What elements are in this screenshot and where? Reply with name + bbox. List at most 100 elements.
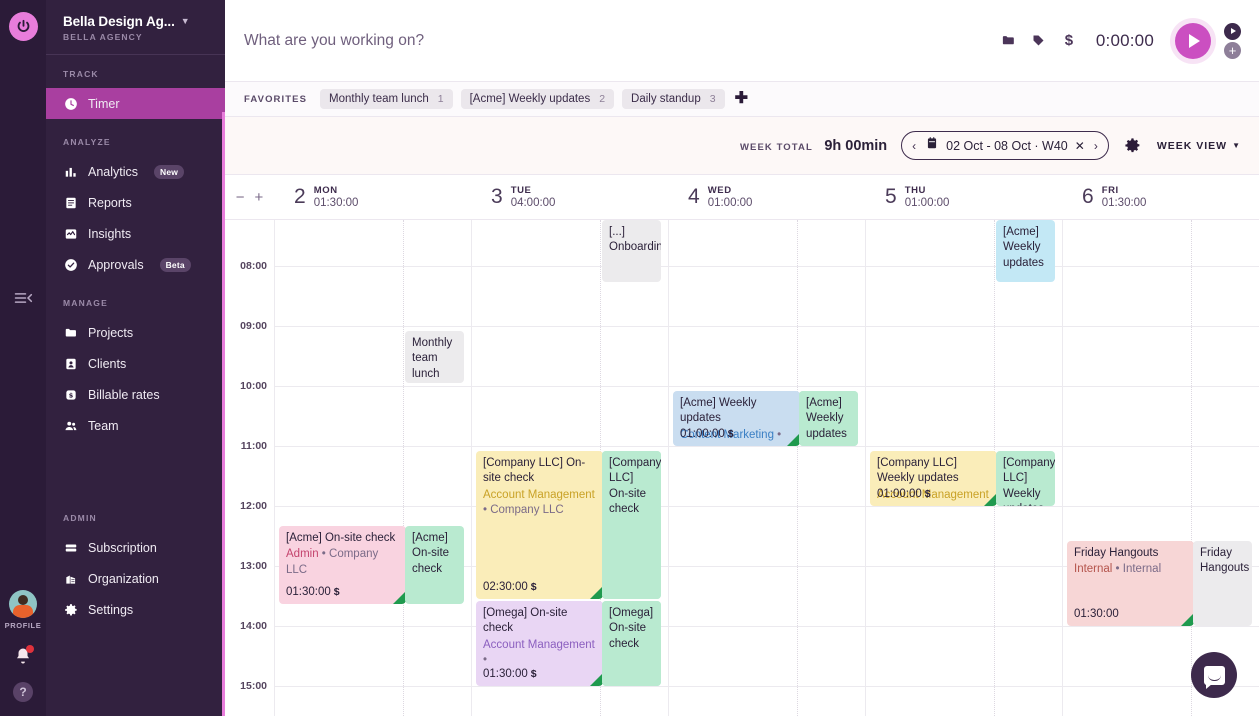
- week-total-label: WEEK TOTAL: [739, 141, 813, 153]
- day-header-fri[interactable]: 6 FRI 01:30:00: [1062, 175, 1259, 219]
- calendar: − + 2 MON 01:30:00 3 TUE 04:00:00: [225, 175, 1259, 716]
- chevron-left-icon[interactable]: ‹: [912, 138, 917, 153]
- calendar-event-thu-company-weekly[interactable]: [Company LLC] Weekly updates Account Mana…: [870, 451, 998, 506]
- day-header-mon[interactable]: 2 MON 01:30:00: [274, 175, 471, 219]
- day-header-wed[interactable]: 4 WED 01:00:00: [668, 175, 865, 219]
- event-duration: 02:30:00 $: [483, 580, 537, 593]
- dollar-box-icon: $: [63, 387, 78, 402]
- calendar-event-wed-omega-onsite-ghost[interactable]: [Omega] On-site check: [602, 601, 662, 686]
- event-resize-handle[interactable]: [984, 493, 998, 506]
- calendar-event-mon-monthly-lunch-ghost[interactable]: Monthly team lunch: [405, 331, 465, 383]
- sidebar-item-approvals[interactable]: Approvals Beta: [46, 249, 225, 280]
- sidebar-item-settings[interactable]: Settings: [46, 594, 225, 625]
- folder-icon[interactable]: [996, 28, 1022, 54]
- collapse-sidebar-icon[interactable]: [9, 287, 37, 309]
- sidebar-section-analyze: ANALYZE: [63, 137, 111, 147]
- avatar[interactable]: PROFILE: [5, 590, 42, 630]
- day-header-thu[interactable]: 5 THU 01:00:00: [865, 175, 1062, 219]
- calendar-event-mon-acme-onsite[interactable]: [Acme] On-site check Admin • Company LLC 0…: [279, 526, 407, 604]
- favorite-chip-monthly-team-lunch[interactable]: Monthly team lunch 1: [320, 89, 453, 109]
- billable-indicator: $: [924, 487, 931, 500]
- calendar-event-wed-acme-weekly[interactable]: [Acme] Weekly updates Content Marketing •…: [673, 391, 801, 446]
- favorite-chip-daily-standup[interactable]: Daily standup 3: [622, 89, 725, 109]
- calendar-event-tue-company-onsite[interactable]: [Company LLC] On-site check Account Manag…: [476, 451, 604, 599]
- sidebar-item-organization[interactable]: Organization: [46, 563, 225, 594]
- sidebar-section-track: TRACK: [63, 69, 99, 79]
- gear-icon[interactable]: [1123, 136, 1143, 156]
- sidebar: PROFILE ? Bella Design Ag... ▼ BELLA AGE…: [0, 0, 225, 716]
- start-timer-button[interactable]: [1170, 17, 1216, 64]
- calendar-event-thu-acme-weekly-ghost[interactable]: [Acme] Weekly updates: [799, 391, 859, 446]
- zoom-controls: − +: [225, 175, 274, 219]
- view-mode-selector[interactable]: WEEK VIEW ▼: [1157, 140, 1241, 152]
- sidebar-item-clients[interactable]: Clients: [46, 348, 225, 379]
- sidebar-item-timer[interactable]: Timer: [46, 88, 225, 119]
- chevron-down-icon: ▼: [1232, 141, 1241, 150]
- sidebar-item-billable-rates[interactable]: $ Billable rates: [46, 379, 225, 410]
- day-column-mon[interactable]: [274, 220, 471, 716]
- calendar-event-fri-acme-weekly-ghost[interactable]: [Acme] Weekly updates: [996, 220, 1056, 282]
- event-title: [...] Onboarding: [609, 226, 662, 254]
- event-resize-handle[interactable]: [590, 586, 604, 599]
- manual-entry-add-button[interactable]: +: [1224, 41, 1241, 59]
- event-title: [Company LLC] On-site check: [483, 457, 586, 485]
- calendar-event-fri-friday-hangouts-ghost[interactable]: Friday Hangouts: [1193, 541, 1253, 626]
- day-column-fri[interactable]: [1062, 220, 1259, 716]
- day-number: 6: [1082, 185, 1094, 208]
- event-resize-handle[interactable]: [590, 673, 604, 686]
- zoom-out-button[interactable]: −: [235, 188, 245, 206]
- hour-label: 13:00: [240, 560, 267, 572]
- chevron-right-icon[interactable]: ›: [1093, 138, 1098, 153]
- power-logo-icon[interactable]: [8, 12, 38, 41]
- calendar-event-wed-onboarding-ghost[interactable]: [...] Onboarding: [602, 220, 662, 282]
- day-column-tue[interactable]: [471, 220, 668, 716]
- notifications-bell-icon[interactable]: [13, 645, 34, 666]
- calendar-event-wed-company-onsite-ghost[interactable]: [Company LLC] On-site check: [602, 451, 662, 599]
- event-resize-handle[interactable]: [393, 591, 407, 604]
- event-client: • Company LLC: [483, 503, 564, 516]
- close-icon[interactable]: ✕: [1074, 138, 1085, 153]
- event-resize-handle[interactable]: [787, 433, 801, 446]
- day-column-wed[interactable]: [668, 220, 865, 716]
- calendar-event-fri-friday-hangouts[interactable]: Friday Hangouts Internal • Internal 01:30:…: [1067, 541, 1195, 626]
- day-header-tue[interactable]: 3 TUE 04:00:00: [471, 175, 668, 219]
- hour-label: 12:00: [240, 500, 267, 512]
- sidebar-item-label: Billable rates: [88, 387, 160, 402]
- hour-label: 15:00: [240, 680, 267, 692]
- help-icon[interactable]: ?: [13, 682, 33, 702]
- add-favorite-icon[interactable]: ✚: [734, 90, 748, 107]
- chat-bubble-icon[interactable]: [1191, 652, 1237, 698]
- tag-icon[interactable]: [1026, 28, 1052, 54]
- profile-label: PROFILE: [4, 621, 42, 630]
- dollar-icon[interactable]: $: [1064, 32, 1074, 49]
- timer-elapsed: 0:00:00: [1095, 30, 1154, 50]
- hour-label: 10:00: [240, 380, 267, 392]
- day-name: MON: [313, 185, 338, 196]
- timer-description-input[interactable]: [244, 31, 992, 50]
- hour-label: 09:00: [240, 320, 267, 332]
- calendar-grid[interactable]: [Acme] On-site check Admin • Company LLC 0…: [225, 220, 1259, 716]
- timer-mode-play-button[interactable]: [1224, 22, 1241, 40]
- calendar-event-mon-acme-onsite-ghost[interactable]: [Acme] On-site check: [405, 526, 465, 604]
- sidebar-item-insights[interactable]: Insights: [46, 218, 225, 249]
- day-number: 4: [688, 185, 700, 208]
- calendar-event-tue-omega-onsite[interactable]: [Omega] On-site check Account Management …: [476, 601, 604, 686]
- favorite-chip-acme-weekly-updates[interactable]: [Acme] Weekly updates 2: [460, 89, 615, 109]
- date-range-picker[interactable]: ‹ 02 Oct - 08 Oct · W40 ✕ ›: [901, 131, 1109, 160]
- chevron-down-icon: ▼: [180, 16, 190, 26]
- day-column-thu[interactable]: [865, 220, 1062, 716]
- sidebar-item-reports[interactable]: Reports: [46, 187, 225, 218]
- svg-text:$: $: [68, 391, 73, 399]
- sidebar-item-team[interactable]: Team: [46, 410, 225, 441]
- sidebar-item-label: Clients: [88, 356, 127, 371]
- event-duration: 01:00:00 $: [680, 427, 734, 440]
- sidebar-item-subscription[interactable]: Subscription: [46, 532, 225, 563]
- org-switcher[interactable]: Bella Design Ag... ▼ BELLA AGENCY: [46, 0, 225, 55]
- event-resize-handle[interactable]: [1181, 613, 1195, 626]
- sidebar-item-analytics[interactable]: Analytics New: [46, 156, 225, 187]
- calendar-event-thu-company-weekly-ghost[interactable]: [Company LLC] Weekly updates: [996, 451, 1056, 506]
- zoom-in-button[interactable]: +: [254, 188, 264, 206]
- sidebar-item-projects[interactable]: Projects: [46, 317, 225, 348]
- hour-label: 11:00: [240, 440, 267, 452]
